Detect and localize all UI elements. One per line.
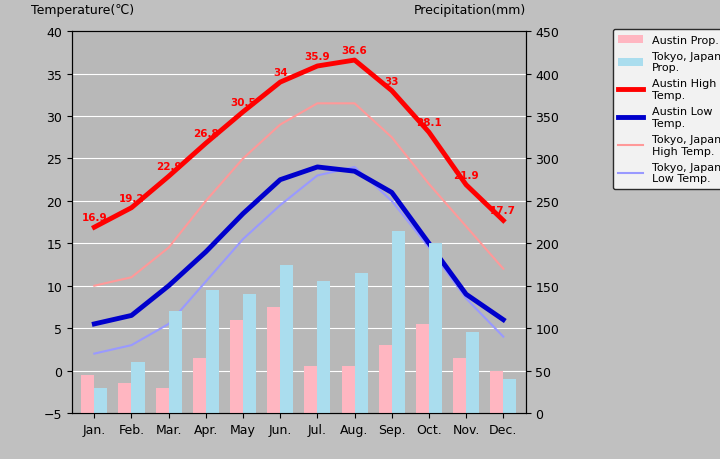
- Bar: [168, 312, 181, 413]
- Bar: [230, 320, 243, 413]
- Text: Precipitation(mm): Precipitation(mm): [413, 4, 526, 17]
- Text: 28.1: 28.1: [416, 118, 442, 128]
- Text: 19.2: 19.2: [119, 193, 144, 203]
- Bar: [267, 307, 280, 413]
- Bar: [429, 244, 442, 413]
- Bar: [466, 333, 479, 413]
- Bar: [318, 282, 330, 413]
- Bar: [119, 383, 132, 413]
- Text: 22.9: 22.9: [156, 162, 181, 172]
- Bar: [392, 231, 405, 413]
- Text: 34: 34: [273, 68, 287, 78]
- Bar: [94, 388, 107, 413]
- Text: 21.9: 21.9: [454, 170, 479, 180]
- Bar: [354, 274, 368, 413]
- Bar: [206, 291, 219, 413]
- Bar: [280, 265, 293, 413]
- Text: 30.5: 30.5: [230, 97, 256, 107]
- Bar: [490, 371, 503, 413]
- Text: 17.7: 17.7: [490, 206, 516, 216]
- Bar: [416, 324, 429, 413]
- Bar: [341, 367, 354, 413]
- Bar: [453, 358, 466, 413]
- Bar: [243, 295, 256, 413]
- Text: 16.9: 16.9: [81, 213, 107, 223]
- Bar: [81, 375, 94, 413]
- Bar: [503, 379, 516, 413]
- Text: 33: 33: [384, 76, 399, 86]
- Bar: [305, 367, 318, 413]
- Bar: [132, 362, 145, 413]
- Bar: [156, 388, 168, 413]
- Bar: [379, 345, 392, 413]
- Bar: [193, 358, 206, 413]
- Text: Temperature(℃): Temperature(℃): [31, 4, 135, 17]
- Text: 36.6: 36.6: [342, 46, 367, 56]
- Text: 35.9: 35.9: [305, 52, 330, 62]
- Legend: Austin Prop., Tokyo, Japan
Prop., Austin High
Temp., Austin Low
Temp., Tokyo, Ja: Austin Prop., Tokyo, Japan Prop., Austin…: [613, 30, 720, 190]
- Text: 26.8: 26.8: [193, 129, 219, 139]
